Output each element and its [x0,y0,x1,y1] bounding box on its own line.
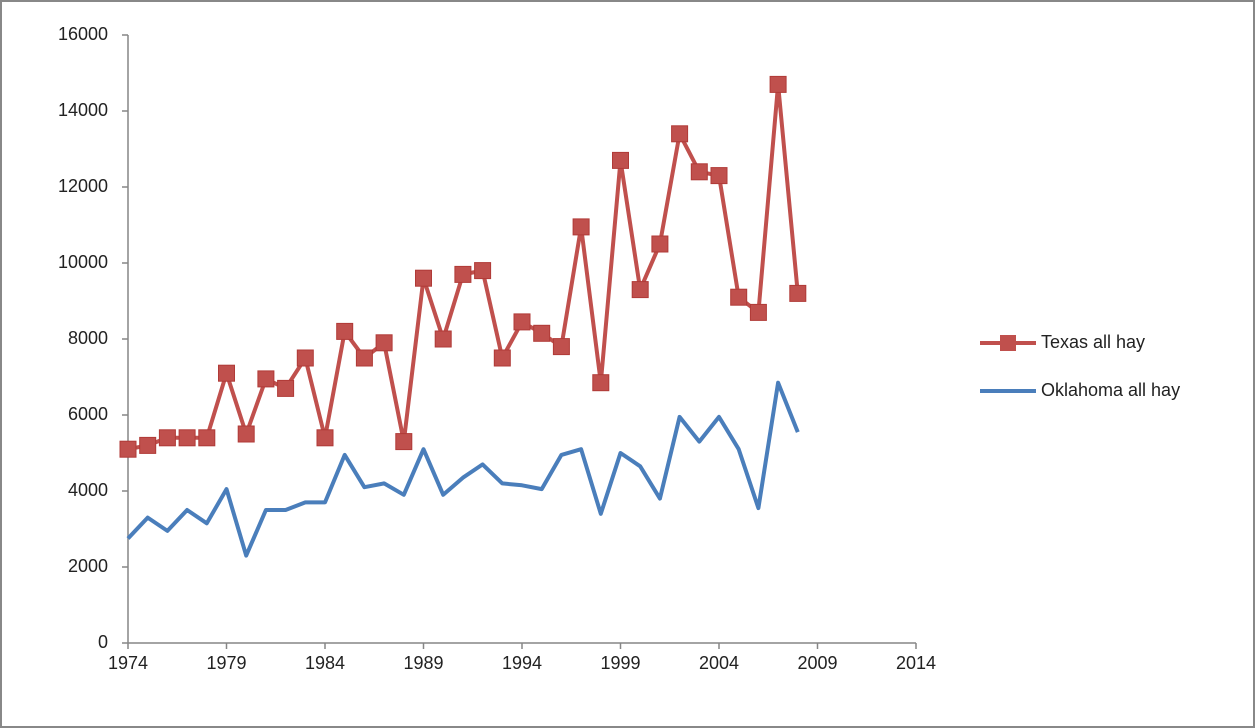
point-marker [710,167,728,185]
x-tick-label: 2004 [699,653,739,673]
point-marker [237,425,255,443]
point-marker [198,429,216,447]
point-marker [316,429,334,447]
x-tick-label: 1974 [108,653,148,673]
point-marker [139,436,157,454]
point-marker [178,429,196,447]
y-tick-label: 6000 [68,404,108,424]
legend-marker [1000,335,1016,351]
point-marker [375,334,393,352]
point-marker [671,125,689,143]
point-marker [789,284,807,302]
y-tick-label: 14000 [58,100,108,120]
point-marker [769,75,787,93]
y-tick-label: 2000 [68,556,108,576]
point-marker [592,374,610,392]
point-marker [612,151,629,169]
x-tick-label: 1979 [206,653,246,673]
point-marker [395,433,413,451]
point-marker [415,269,432,287]
point-marker [218,364,235,382]
y-tick-label: 10000 [58,252,108,272]
point-marker [690,163,708,181]
point-marker [454,265,472,283]
series-line [126,380,800,558]
legend-label: Oklahoma all hay [1041,380,1180,400]
point-marker [572,218,590,236]
x-tick-label: 1994 [502,653,542,673]
legend-label: Texas all hay [1041,332,1145,352]
point-marker [355,349,373,367]
point-marker [257,370,275,388]
point-marker [533,324,551,342]
point-marker [631,281,649,299]
x-tick-label: 1999 [600,653,640,673]
legend-item: Texas all hay [980,332,1145,352]
x-tick-label: 1989 [403,653,443,673]
point-marker [651,235,669,253]
legend-item: Oklahoma all hay [980,380,1180,400]
y-tick-label: 8000 [68,328,108,348]
point-marker [552,338,570,356]
point-marker [434,330,452,348]
point-marker [474,262,492,280]
x-tick-label: 2009 [797,653,837,673]
point-marker [296,349,314,367]
x-tick-label: 1984 [305,653,345,673]
y-tick-label: 0 [98,632,108,652]
point-marker [513,313,531,331]
point-marker [277,379,295,397]
point-marker [493,349,511,367]
point-marker [730,288,748,306]
y-tick-label: 4000 [68,480,108,500]
x-tick-label: 2014 [896,653,936,673]
point-marker [749,303,767,321]
y-tick-label: 12000 [58,176,108,196]
point-marker [158,429,176,447]
point-marker [119,440,137,458]
point-marker [336,322,354,340]
y-tick-label: 16000 [58,24,108,44]
